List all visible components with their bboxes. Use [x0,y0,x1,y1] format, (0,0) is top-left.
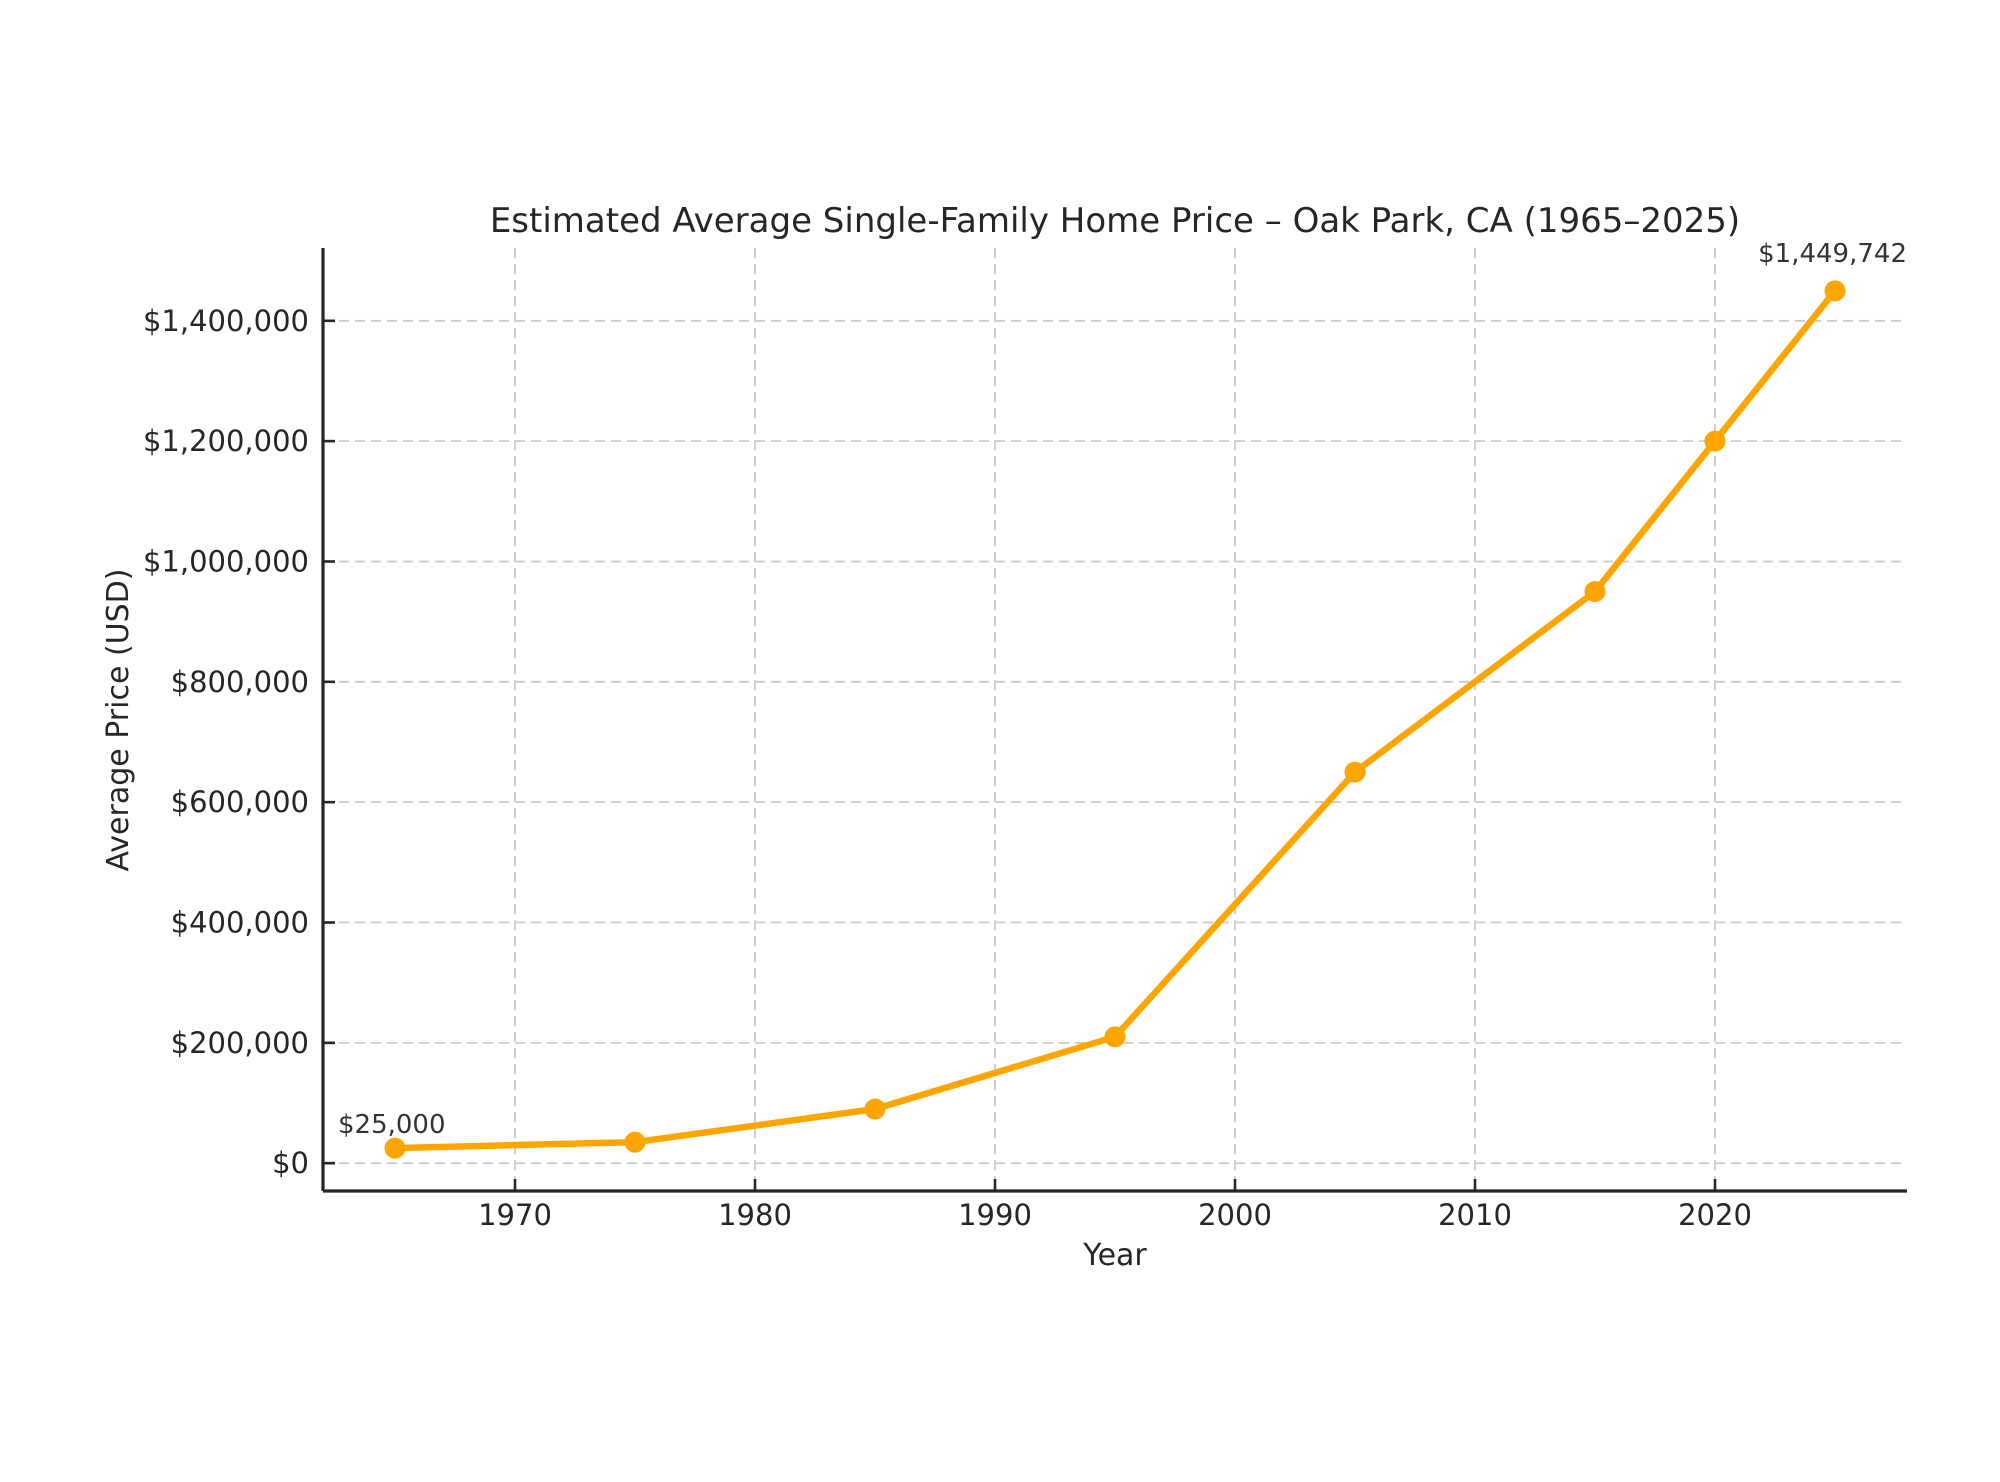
ticks-layer [323,319,1717,1191]
price-line [391,287,1839,1152]
data-point-marker [864,1098,886,1120]
annotations-layer: $25,000 $1,449,742 [338,239,1907,1140]
spines-layer [321,248,1907,1193]
data-point-marker [1104,1026,1126,1048]
tick-labels-layer: 1970 1980 1990 2000 2010 2020 $0 $200,000 $400,0… [143,304,1752,1232]
x-axis-label: Year [1082,1238,1147,1273]
x-tick-label: 2000 [1198,1198,1272,1232]
data-point-marker [1584,581,1606,603]
data-point-marker [1344,761,1366,783]
x-tick-label: 1970 [478,1198,552,1232]
data-point-marker [1704,430,1726,452]
x-tick-label: 2010 [1438,1198,1512,1232]
y-tick-label: $0 [272,1146,309,1180]
data-point-marker [384,1137,406,1159]
y-tick-label: $1,200,000 [143,424,309,458]
y-tick-label: $400,000 [171,905,309,939]
point-annotation: $25,000 [338,1110,446,1140]
series-layer [384,280,1846,1159]
point-annotation: $1,449,742 [1758,239,1907,269]
y-tick-label: $600,000 [171,785,309,819]
gridlines-layer [323,248,1907,1191]
y-tick-label: $1,400,000 [143,304,309,338]
chart-title: Estimated Average Single-Family Home Pri… [490,201,1740,241]
y-tick-label: $800,000 [171,665,309,699]
x-tick-label: 1990 [958,1198,1032,1232]
data-point-marker [1824,280,1846,302]
x-tick-label: 2020 [1678,1198,1752,1232]
x-tick-label: 1980 [718,1198,792,1232]
y-axis-label: Average Price (USD) [101,569,136,872]
y-tick-label: $200,000 [171,1026,309,1060]
data-point-marker [624,1131,646,1153]
y-tick-label: $1,000,000 [143,544,309,578]
